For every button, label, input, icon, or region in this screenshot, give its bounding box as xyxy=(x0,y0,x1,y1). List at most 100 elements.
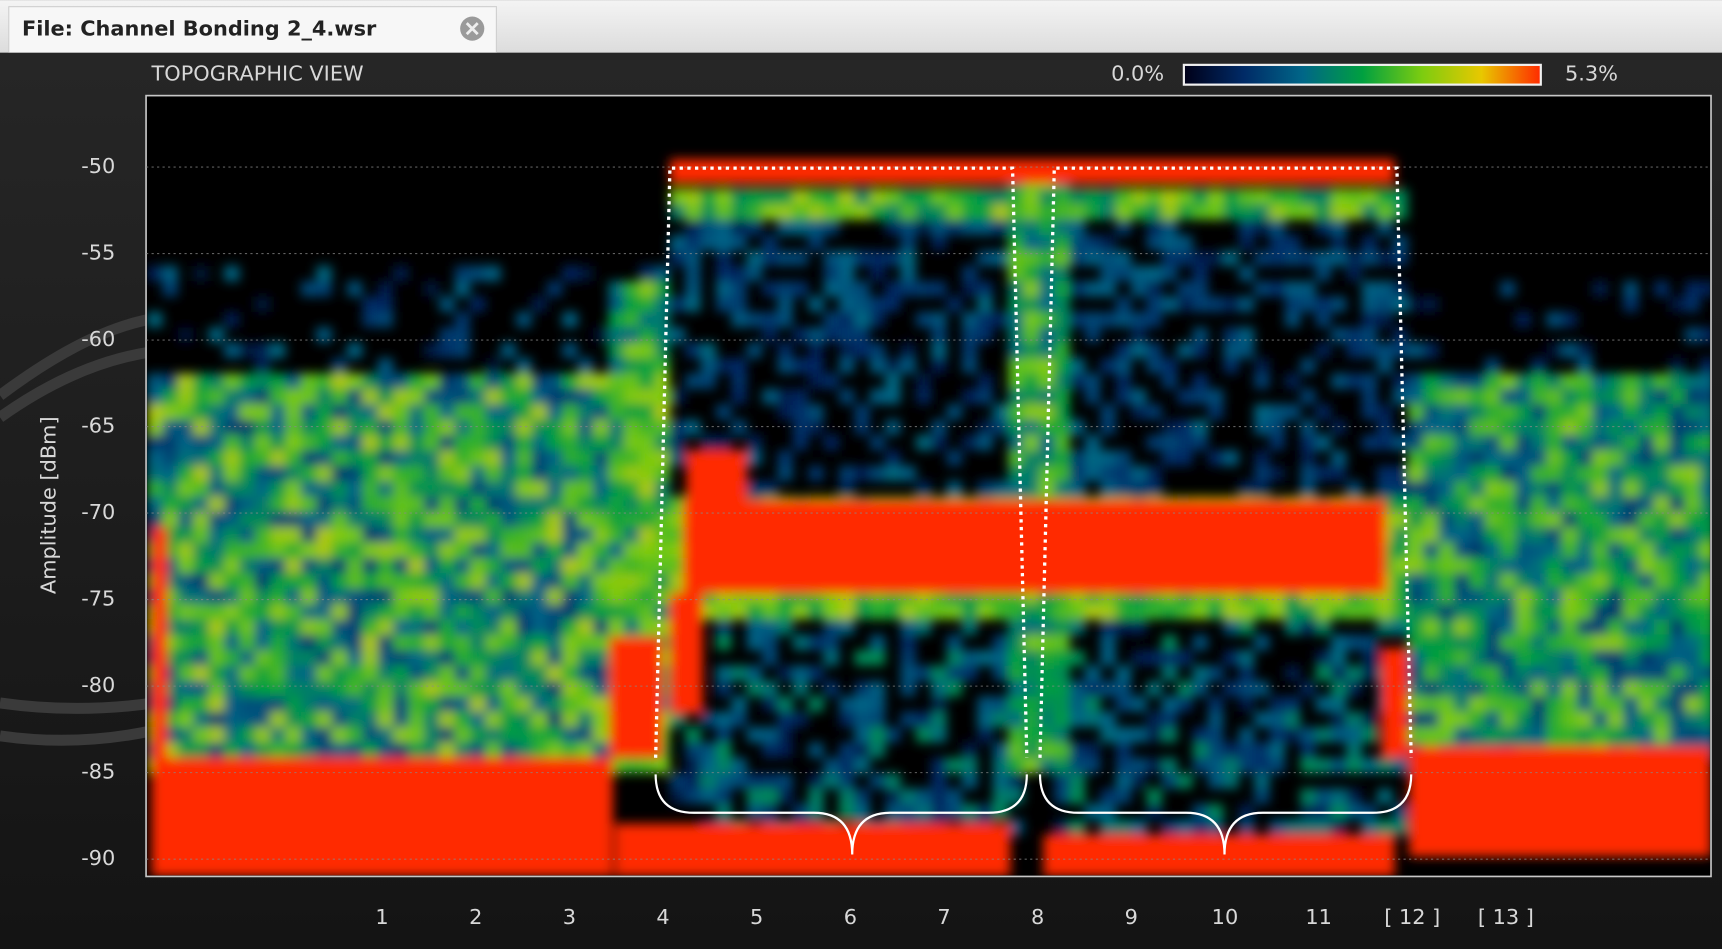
heat-cell xyxy=(316,635,331,650)
heat-cell xyxy=(547,389,562,404)
heat-cell xyxy=(378,604,393,619)
heat-cell xyxy=(808,358,823,373)
heat-cell xyxy=(747,604,762,619)
heat-cell xyxy=(547,558,562,573)
heat-cell xyxy=(1393,435,1408,450)
heat-cell xyxy=(1100,619,1115,634)
heat-cell xyxy=(808,297,823,312)
heat-cell xyxy=(147,373,162,388)
heat-cell xyxy=(1685,297,1700,312)
heat-cell xyxy=(301,696,316,711)
heat-cell xyxy=(793,604,808,619)
heat-cell xyxy=(1070,450,1085,465)
heat-cell xyxy=(778,189,793,204)
heat-cell xyxy=(962,604,977,619)
heat-cell xyxy=(347,466,362,481)
heat-cell xyxy=(1654,512,1669,527)
heat-cell xyxy=(1070,250,1085,265)
heat-cell xyxy=(455,389,470,404)
heat-cell xyxy=(993,204,1008,219)
heat-cell xyxy=(1085,312,1100,327)
heat-cell xyxy=(1516,481,1531,496)
heat-cell xyxy=(1577,404,1592,419)
heat-cell xyxy=(1100,650,1115,665)
heat-cell xyxy=(178,373,193,388)
heat-cell xyxy=(977,220,992,235)
heat-cell xyxy=(316,543,331,558)
heat-cell xyxy=(501,712,516,727)
heat-cell xyxy=(1423,297,1438,312)
heat-cell xyxy=(362,481,377,496)
heat-cell xyxy=(854,681,869,696)
heat-cell xyxy=(639,481,654,496)
heat-cell xyxy=(778,619,793,634)
heat-cell xyxy=(1485,558,1500,573)
heat-cell xyxy=(731,220,746,235)
heat-cell xyxy=(224,727,239,742)
heat-cell xyxy=(485,619,500,634)
heat-cell xyxy=(239,481,254,496)
heat-cell xyxy=(1100,281,1115,296)
heat-cell xyxy=(1623,481,1638,496)
heat-cell xyxy=(239,404,254,419)
tab-title: File: Channel Bonding 2_4.wsr xyxy=(22,17,377,41)
heat-cell xyxy=(393,481,408,496)
heat-cell xyxy=(301,420,316,435)
heat-cell xyxy=(1669,696,1684,711)
heat-cell xyxy=(1346,189,1361,204)
heat-cell xyxy=(870,297,885,312)
heat-cell xyxy=(362,604,377,619)
heat-cell xyxy=(1085,681,1100,696)
heat-cell xyxy=(286,558,301,573)
heat-cell xyxy=(1623,696,1638,711)
heat-cell xyxy=(593,604,608,619)
heat-cell xyxy=(1070,619,1085,634)
heat-cell xyxy=(870,727,885,742)
heat-cell xyxy=(1070,758,1085,773)
heat-cell xyxy=(1193,343,1208,358)
heat-cell xyxy=(1177,819,1192,834)
heat-cell xyxy=(1516,435,1531,450)
heat-cell xyxy=(316,481,331,496)
heat-cell xyxy=(716,204,731,219)
heat-cell xyxy=(1516,466,1531,481)
heat-cell xyxy=(547,496,562,511)
heat-cell xyxy=(839,281,854,296)
heat-cell xyxy=(1408,558,1423,573)
heat-cell xyxy=(255,435,270,450)
heat-cell xyxy=(209,727,224,742)
heat-cell xyxy=(409,435,424,450)
heat-cell xyxy=(562,389,577,404)
heat-cell xyxy=(286,604,301,619)
heat-cell xyxy=(1592,496,1607,511)
heat-cell xyxy=(455,589,470,604)
heat-cell xyxy=(639,589,654,604)
heat-cell xyxy=(1239,619,1254,634)
heat-cell xyxy=(1577,435,1592,450)
heat-cell xyxy=(593,450,608,465)
heat-cell xyxy=(378,742,393,757)
heat-cell xyxy=(1623,435,1638,450)
heat-cell xyxy=(424,742,439,757)
heat-cell xyxy=(455,527,470,542)
heat-cell xyxy=(1623,727,1638,742)
heat-cell xyxy=(501,681,516,696)
heat-cell xyxy=(808,404,823,419)
heat-cell xyxy=(347,343,362,358)
heat-cell xyxy=(1054,666,1069,681)
heat-cell xyxy=(1454,450,1469,465)
heat-cell xyxy=(1439,543,1454,558)
heat-cell xyxy=(1054,481,1069,496)
heat-cell xyxy=(1623,573,1638,588)
heat-cell xyxy=(501,466,516,481)
heat-cell xyxy=(1592,466,1607,481)
heat-cell xyxy=(1669,666,1684,681)
heat-cell xyxy=(793,666,808,681)
heat-cell xyxy=(1147,758,1162,773)
heat-cell xyxy=(1054,635,1069,650)
heat-cell xyxy=(1331,220,1346,235)
heat-cell xyxy=(1500,450,1515,465)
heat-cell xyxy=(962,343,977,358)
heat-cell xyxy=(209,373,224,388)
heat-cell xyxy=(501,742,516,757)
